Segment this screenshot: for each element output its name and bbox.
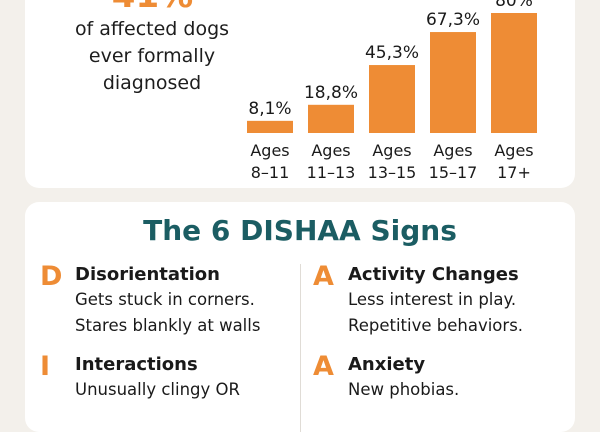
bar-value-label: 18,8% <box>304 83 358 103</box>
age-prevalence-bar-chart: 8,1% Ages 8–11 18,8% Ages 11–13 45,3% Ages 13–15… <box>247 0 537 182</box>
diagnosed-percent-stat: 41% <box>45 0 260 13</box>
sign-name: Activity Changes <box>348 264 519 285</box>
sign-name: Interactions <box>75 354 198 375</box>
sign-description-line: Gets stuck in corners. <box>75 290 255 309</box>
sign-description-line: Repetitive behaviors. <box>348 316 524 335</box>
section-title: The 6 DISHAA Signs <box>143 214 457 247</box>
x-tick-label: Ages <box>372 141 411 160</box>
sign-letter-i: I <box>40 351 51 382</box>
bar-2 <box>369 65 415 133</box>
bar-value-label: 80% <box>495 0 533 11</box>
dishaa-signs-card: The 6 DISHAA Signs D Disorientation Gets… <box>25 202 575 432</box>
x-tick-label: 11–13 <box>307 163 356 182</box>
sign-name: Disorientation <box>75 264 220 285</box>
sign-letter-a: A <box>313 351 334 382</box>
x-tick-label: Ages <box>433 141 472 160</box>
stat-description: of affected dogs ever formally diagnosed <box>47 16 257 97</box>
bar-value-label: 45,3% <box>365 43 419 63</box>
sign-description-line: Stares blankly at walls <box>75 316 261 335</box>
bar-4 <box>491 13 537 133</box>
stat-description-line-1: of affected dogs <box>74 18 230 40</box>
sign-description-line: New phobias. <box>348 380 460 399</box>
x-tick-label: 8–11 <box>251 163 290 182</box>
sign-name: Anxiety <box>348 354 426 375</box>
x-tick-label: 13–15 <box>368 163 417 182</box>
stat-description-line-2: ever formally <box>88 45 216 67</box>
stat-description-line-3: diagnosed <box>102 72 202 94</box>
sign-description-line: Less interest in play. <box>348 290 517 309</box>
column-divider <box>300 264 301 432</box>
x-tick-label: Ages <box>250 141 289 160</box>
bar-3 <box>430 32 476 133</box>
sign-letter-d: D <box>40 261 63 292</box>
sign-description-line: Unusually clingy OR <box>75 380 240 399</box>
x-tick-label: Ages <box>311 141 350 160</box>
bar-0 <box>247 120 293 133</box>
x-tick-label: 17+ <box>497 163 531 182</box>
bar-value-label: 8,1% <box>248 99 291 119</box>
bar-value-label: 67,3% <box>426 10 480 30</box>
bar-1 <box>308 104 354 133</box>
age-stats-card: 41% of affected dogs ever formally diagn… <box>25 0 575 188</box>
x-tick-label: Ages <box>494 141 533 160</box>
sign-letter-a: A <box>313 261 334 292</box>
x-tick-label: 15–17 <box>429 163 478 182</box>
